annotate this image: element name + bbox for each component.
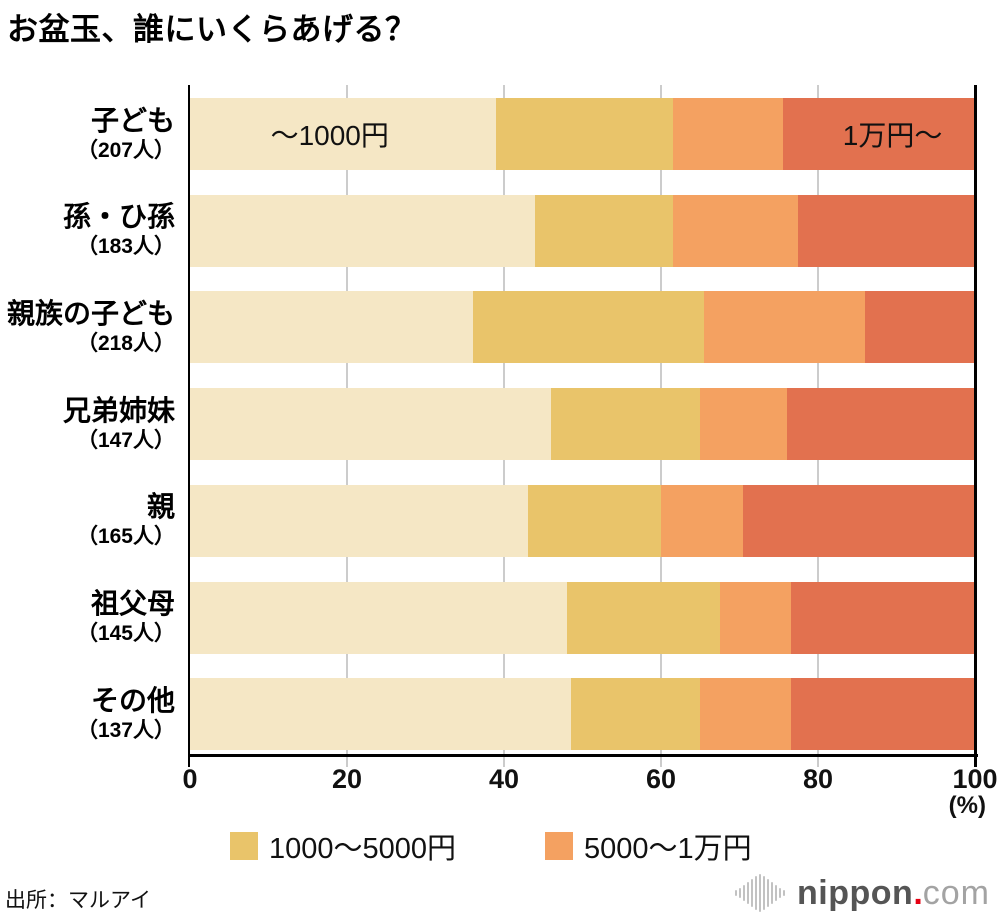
x-tick-label: 80 bbox=[802, 764, 834, 794]
bar-segment bbox=[566, 581, 720, 654]
bar-segment bbox=[672, 194, 799, 267]
bar-segment bbox=[790, 581, 975, 654]
category-label: その他 （137人） bbox=[0, 678, 175, 750]
x-tick-label: 60 bbox=[645, 764, 677, 794]
category-label: 孫・ひ孫 （183人） bbox=[0, 195, 175, 267]
bar-row bbox=[190, 291, 975, 364]
legend-item: 5000～1万円 bbox=[545, 831, 752, 865]
page-title: お盆玉、誰にいくらあげる？ bbox=[7, 12, 417, 47]
category-count: （147人） bbox=[76, 428, 175, 452]
bar-segment bbox=[719, 581, 791, 654]
x-tick-label: 40 bbox=[488, 764, 520, 794]
category-labels: 子ども （207人） 孫・ひ孫 （183人） 親族の子ども （218人） 兄弟姉妹 （147人… bbox=[0, 85, 175, 755]
category-count: （145人） bbox=[76, 622, 175, 645]
category-count: （137人） bbox=[76, 718, 175, 742]
category-name: 親族の子ども bbox=[6, 297, 175, 329]
bar-segment bbox=[700, 678, 791, 751]
legend-swatch bbox=[545, 832, 573, 860]
bar-segment bbox=[743, 484, 975, 557]
soundwave-bars-icon bbox=[735, 874, 787, 912]
bar-row bbox=[190, 98, 975, 170]
bar-segment bbox=[535, 194, 673, 267]
category-name: 親 bbox=[146, 491, 175, 523]
legend-label: 5000～1万円 bbox=[584, 833, 752, 865]
bar-segment bbox=[190, 194, 536, 267]
bar-segment bbox=[496, 98, 673, 170]
bar-segment bbox=[472, 291, 705, 364]
nippon-logo: nippon . com bbox=[735, 870, 990, 916]
bar-segment bbox=[660, 484, 744, 557]
bar-segment bbox=[704, 291, 866, 364]
x-tick-label: 100 bbox=[952, 764, 998, 794]
bar-segment bbox=[190, 291, 473, 364]
category-label: 子ども （207人） bbox=[0, 98, 175, 170]
x-axis-line bbox=[188, 754, 978, 757]
category-name: 祖父母 bbox=[90, 588, 175, 619]
plot-area: ～1000円 1万円～ bbox=[188, 85, 978, 767]
legend-swatch bbox=[230, 832, 258, 860]
category-label: 兄弟姉妹 （147人） bbox=[0, 388, 175, 460]
bar-row bbox=[190, 194, 975, 267]
bar-row bbox=[190, 678, 975, 751]
logo-text-tld: com bbox=[922, 873, 990, 912]
category-count: （183人） bbox=[76, 235, 175, 259]
x-axis-ticks: 0 20 40 60 80 100 bbox=[182, 764, 997, 798]
legend-label: 1000～5000円 bbox=[269, 833, 457, 865]
category-name: 兄弟姉妹 bbox=[62, 394, 175, 426]
bar-segment bbox=[190, 388, 552, 461]
category-label: 親族の子ども （218人） bbox=[0, 291, 175, 363]
bar-segment bbox=[527, 484, 661, 557]
category-name: 孫・ひ孫 bbox=[62, 201, 175, 233]
logo-dot: . bbox=[913, 873, 923, 912]
bar-segment bbox=[551, 388, 701, 461]
source-note: 出所：マルアイ bbox=[5, 889, 151, 912]
logo-text-main: nippon bbox=[797, 873, 914, 912]
bar-segment bbox=[798, 194, 975, 267]
category-name: 子ども bbox=[90, 104, 175, 136]
y-axis-line bbox=[188, 85, 190, 767]
bar-row bbox=[190, 581, 975, 654]
in-bar-label: 1万円～ bbox=[842, 120, 943, 151]
category-name: その他 bbox=[90, 684, 175, 716]
category-label: 祖父母 （145人） bbox=[0, 582, 175, 654]
category-label: 親（165人） bbox=[0, 485, 175, 557]
bar-segment bbox=[790, 678, 975, 751]
x-tick-label: 0 bbox=[182, 764, 198, 794]
bar-segment bbox=[700, 388, 787, 461]
legend-item: 1000～5000円 bbox=[230, 831, 456, 865]
in-bar-label: ～1000円 bbox=[270, 120, 389, 151]
bar-segment bbox=[190, 98, 497, 170]
category-count: （207人） bbox=[76, 138, 175, 162]
bar-segment bbox=[865, 291, 975, 364]
bar-segment bbox=[190, 678, 571, 751]
category-count: （165人） bbox=[76, 525, 175, 549]
category-count: （218人） bbox=[76, 331, 175, 355]
bar-segment bbox=[190, 581, 567, 654]
bar-segment bbox=[786, 388, 975, 461]
x-axis-unit: (%) bbox=[948, 792, 986, 819]
bar-row bbox=[190, 388, 975, 461]
bar-segment bbox=[672, 98, 783, 170]
bar-segment bbox=[570, 678, 701, 751]
bar-segment bbox=[782, 98, 975, 170]
x-tick-label: 20 bbox=[331, 764, 363, 794]
bar-row bbox=[190, 484, 975, 557]
right-boundary-line bbox=[974, 85, 977, 767]
bar-segment bbox=[190, 484, 528, 557]
